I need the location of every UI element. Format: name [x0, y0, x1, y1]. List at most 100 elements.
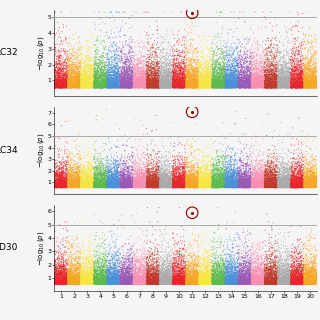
Point	[192, 84, 197, 89]
Point	[72, 280, 77, 285]
Point	[280, 185, 285, 190]
Point	[194, 83, 199, 88]
Point	[138, 82, 143, 87]
Point	[310, 276, 316, 281]
Point	[296, 176, 301, 181]
Point	[273, 280, 278, 285]
Point	[65, 185, 70, 190]
Point	[84, 185, 90, 190]
Point	[84, 70, 89, 75]
Point	[311, 74, 316, 79]
Point	[139, 175, 144, 180]
Point	[275, 156, 280, 162]
Point	[184, 262, 189, 267]
Point	[298, 72, 303, 77]
Point	[76, 260, 82, 266]
Point	[186, 269, 191, 275]
Point	[136, 162, 141, 167]
Point	[199, 255, 204, 260]
Point	[164, 180, 169, 185]
Point	[240, 84, 245, 89]
Point	[115, 279, 120, 284]
Point	[226, 281, 231, 286]
Point	[177, 282, 182, 287]
Point	[259, 78, 264, 83]
Point	[140, 182, 146, 187]
Point	[114, 177, 119, 182]
Point	[122, 279, 127, 284]
Point	[214, 71, 220, 76]
Point	[194, 72, 199, 77]
Point	[187, 63, 192, 68]
Point	[89, 176, 94, 181]
Point	[76, 171, 82, 176]
Point	[165, 185, 170, 190]
Point	[128, 175, 133, 180]
Point	[137, 185, 142, 190]
Point	[55, 180, 60, 185]
Point	[196, 184, 202, 189]
Point	[161, 84, 166, 89]
Point	[281, 172, 286, 177]
Point	[293, 178, 298, 183]
Point	[304, 264, 309, 269]
Point	[67, 264, 72, 269]
Point	[251, 273, 256, 278]
Point	[169, 70, 174, 75]
Point	[193, 75, 198, 80]
Point	[279, 175, 284, 180]
Point	[282, 167, 287, 172]
Point	[211, 275, 216, 280]
Point	[206, 85, 211, 91]
Point	[240, 182, 245, 187]
Point	[258, 278, 263, 284]
Point	[184, 57, 189, 62]
Point	[104, 259, 109, 264]
Point	[230, 76, 235, 81]
Point	[149, 85, 155, 91]
Point	[58, 85, 63, 91]
Point	[131, 83, 136, 88]
Point	[160, 170, 165, 175]
Point	[231, 76, 236, 81]
Point	[220, 84, 225, 90]
Point	[222, 277, 227, 283]
Point	[178, 79, 183, 84]
Point	[98, 279, 103, 284]
Point	[225, 76, 230, 81]
Point	[159, 79, 164, 84]
Point	[87, 238, 92, 243]
Point	[170, 153, 175, 158]
Point	[254, 281, 260, 286]
Point	[214, 161, 219, 166]
Point	[197, 83, 203, 88]
Point	[76, 182, 81, 187]
Point	[290, 84, 295, 89]
Point	[265, 180, 270, 185]
Point	[196, 184, 201, 189]
Point	[183, 270, 188, 275]
Point	[231, 15, 236, 20]
Point	[106, 85, 111, 90]
Point	[265, 78, 270, 83]
Point	[61, 264, 66, 269]
Point	[112, 83, 117, 88]
Point	[196, 243, 202, 248]
Point	[273, 178, 278, 183]
Point	[111, 183, 116, 188]
Point	[54, 83, 59, 88]
Point	[186, 172, 191, 178]
Point	[89, 76, 94, 81]
Point	[254, 183, 259, 188]
Point	[148, 79, 153, 84]
Point	[106, 176, 111, 181]
Point	[252, 75, 257, 80]
Point	[133, 266, 138, 271]
Point	[100, 67, 105, 72]
Point	[256, 184, 261, 189]
Point	[149, 276, 155, 281]
Point	[99, 83, 104, 88]
Point	[215, 278, 220, 283]
Point	[133, 162, 138, 167]
Point	[213, 84, 218, 89]
